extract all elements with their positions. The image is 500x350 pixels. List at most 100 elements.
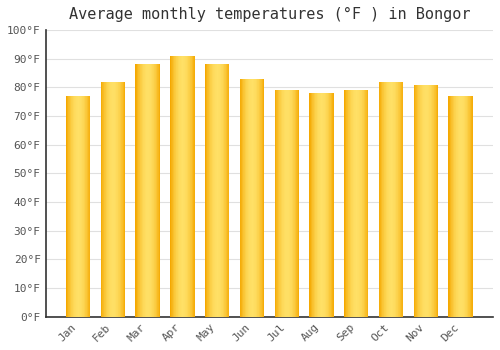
Bar bbox=[275, 90, 276, 317]
Bar bbox=[284, 90, 285, 317]
Bar bbox=[316, 93, 317, 317]
Bar bbox=[296, 90, 297, 317]
Bar bbox=[106, 82, 107, 317]
Bar bbox=[172, 56, 174, 317]
Bar bbox=[185, 56, 186, 317]
Bar bbox=[105, 82, 106, 317]
Bar bbox=[177, 56, 178, 317]
Bar bbox=[364, 90, 365, 317]
Bar bbox=[228, 64, 230, 317]
Bar bbox=[398, 82, 399, 317]
Bar bbox=[214, 64, 216, 317]
Bar bbox=[249, 79, 250, 317]
Bar bbox=[208, 64, 209, 317]
Bar bbox=[367, 90, 368, 317]
Bar bbox=[146, 64, 147, 317]
Bar bbox=[321, 93, 322, 317]
Bar bbox=[318, 93, 319, 317]
Bar bbox=[292, 90, 293, 317]
Bar bbox=[114, 82, 116, 317]
Bar bbox=[388, 82, 389, 317]
Bar bbox=[190, 56, 191, 317]
Bar bbox=[344, 90, 346, 317]
Bar bbox=[325, 93, 326, 317]
Bar bbox=[314, 93, 315, 317]
Bar bbox=[104, 82, 105, 317]
Bar bbox=[449, 96, 450, 317]
Bar bbox=[319, 93, 320, 317]
Bar bbox=[170, 56, 171, 317]
Bar bbox=[223, 64, 224, 317]
Bar bbox=[424, 85, 425, 317]
Bar bbox=[286, 90, 288, 317]
Bar bbox=[425, 85, 426, 317]
Bar bbox=[113, 82, 114, 317]
Bar bbox=[416, 85, 418, 317]
Bar bbox=[322, 93, 324, 317]
Bar bbox=[191, 56, 192, 317]
Bar bbox=[394, 82, 396, 317]
Bar bbox=[211, 64, 212, 317]
Bar bbox=[180, 56, 181, 317]
Bar bbox=[365, 90, 366, 317]
Bar bbox=[281, 90, 282, 317]
Bar bbox=[279, 90, 280, 317]
Bar bbox=[347, 90, 348, 317]
Bar bbox=[181, 56, 182, 317]
Bar bbox=[183, 56, 184, 317]
Bar bbox=[187, 56, 188, 317]
Bar bbox=[421, 85, 422, 317]
Bar bbox=[277, 90, 278, 317]
Bar bbox=[262, 79, 263, 317]
Bar bbox=[393, 82, 394, 317]
Bar bbox=[346, 90, 347, 317]
Bar bbox=[456, 96, 457, 317]
Bar bbox=[428, 85, 429, 317]
Bar bbox=[462, 96, 463, 317]
Bar bbox=[155, 64, 156, 317]
Bar bbox=[246, 79, 247, 317]
Bar bbox=[317, 93, 318, 317]
Bar bbox=[278, 90, 279, 317]
Bar bbox=[294, 90, 295, 317]
Bar bbox=[207, 64, 208, 317]
Bar bbox=[248, 79, 249, 317]
Bar bbox=[382, 82, 383, 317]
Bar bbox=[414, 85, 415, 317]
Bar bbox=[256, 79, 257, 317]
Bar bbox=[226, 64, 227, 317]
Bar bbox=[313, 93, 314, 317]
Bar bbox=[311, 93, 312, 317]
Bar bbox=[84, 96, 85, 317]
Bar bbox=[453, 96, 454, 317]
Bar bbox=[357, 90, 358, 317]
Bar bbox=[123, 82, 124, 317]
Bar bbox=[457, 96, 458, 317]
Bar bbox=[389, 82, 390, 317]
Bar bbox=[186, 56, 187, 317]
Bar bbox=[149, 64, 150, 317]
Bar bbox=[349, 90, 350, 317]
Bar bbox=[139, 64, 140, 317]
Bar bbox=[295, 90, 296, 317]
Bar bbox=[356, 90, 357, 317]
Bar bbox=[225, 64, 226, 317]
Bar bbox=[448, 96, 449, 317]
Bar bbox=[87, 96, 88, 317]
Bar bbox=[466, 96, 467, 317]
Bar bbox=[332, 93, 333, 317]
Bar bbox=[171, 56, 172, 317]
Bar bbox=[380, 82, 382, 317]
Bar bbox=[140, 64, 141, 317]
Bar bbox=[291, 90, 292, 317]
Bar bbox=[182, 56, 183, 317]
Bar bbox=[400, 82, 402, 317]
Bar bbox=[422, 85, 424, 317]
Bar bbox=[297, 90, 298, 317]
Bar bbox=[329, 93, 330, 317]
Bar bbox=[88, 96, 89, 317]
Bar bbox=[69, 96, 70, 317]
Bar bbox=[243, 79, 244, 317]
Bar bbox=[354, 90, 355, 317]
Bar bbox=[152, 64, 153, 317]
